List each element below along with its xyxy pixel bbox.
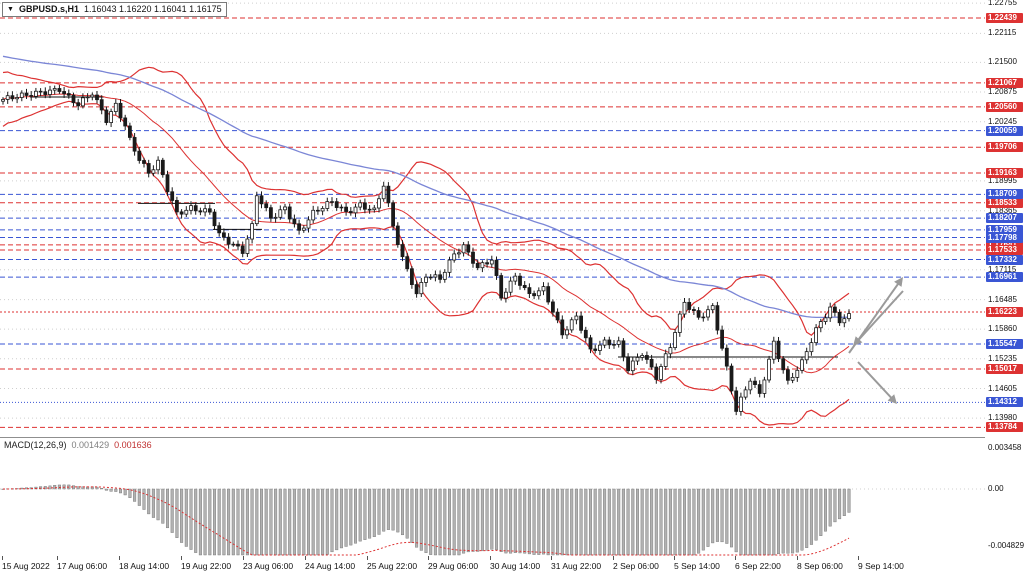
time-label: 18 Aug 14:00 [119, 561, 170, 571]
support-price-badge: 1.17959 [986, 224, 1023, 235]
time-label: 8 Sep 06:00 [797, 561, 843, 571]
time-axis-tick [858, 556, 859, 560]
support-price-badge: 1.18207 [986, 213, 1023, 224]
resistance-price-badge: 1.13784 [986, 422, 1023, 433]
time-axis-tick [551, 556, 552, 560]
time-label: 15 Aug 2022 [2, 561, 50, 571]
price-tick-label: 1.14605 [988, 383, 1017, 393]
time-label: 31 Aug 22:00 [551, 561, 602, 571]
support-price-badge: 1.20059 [986, 125, 1023, 136]
bollinger-bands [2, 66, 850, 426]
resistance-lines[interactable] [0, 17, 985, 428]
time-axis-tick [674, 556, 675, 560]
time-axis-tick [181, 556, 182, 560]
dropdown-arrow-icon[interactable]: ▼ [7, 6, 14, 13]
time-axis[interactable]: 15 Aug 2022 17 Aug 06:00 18 Aug 14:00 19 Au… [0, 556, 985, 574]
price-tick-label: 1.17115 [988, 264, 1017, 274]
resistance-price-badge: 1.17533 [986, 245, 1023, 256]
resistance-price-badge: 1.18533 [986, 197, 1023, 208]
time-label: 29 Aug 06:00 [428, 561, 479, 571]
time-axis-tick [2, 556, 3, 560]
price-tick-label: 1.15860 [988, 324, 1017, 334]
time-axis-tick [119, 556, 120, 560]
time-axis-tick [305, 556, 306, 560]
macd-value-signal: 0.001636 [114, 440, 152, 450]
resistance-price-badge: 1.20560 [986, 101, 1023, 112]
time-label: 6 Sep 22:00 [735, 561, 781, 571]
price-tick-label: 1.22755 [988, 0, 1017, 8]
price-tick-label: 1.22115 [988, 28, 1017, 38]
resistance-price-badge: 1.21067 [986, 77, 1023, 88]
macd-value-main: 0.001429 [71, 440, 110, 450]
macd-tick-label: 0.003458 [988, 442, 1022, 452]
macd-signal-line [3, 486, 850, 556]
resistance-price-badge: 1.15017 [986, 364, 1023, 375]
macd-tick-label: -0.004829 [988, 541, 1024, 551]
time-axis-tick [428, 556, 429, 560]
time-axis-tick [367, 556, 368, 560]
price-chart-canvas[interactable] [0, 0, 985, 437]
support-price-badge: 1.17332 [986, 254, 1023, 265]
forecast-arrows[interactable] [848, 277, 904, 404]
time-axis-tick [490, 556, 491, 560]
support-price-badge: 1.17798 [986, 232, 1023, 243]
support-price-badge: 1.15547 [986, 338, 1023, 349]
price-tick-label: 1.20245 [988, 116, 1017, 126]
resistance-price-badge: 1.19163 [986, 167, 1023, 178]
support-price-badge: 1.16961 [986, 272, 1023, 283]
price-axis[interactable]: 1.22755 1.22115 1.21500 1.20875 1.20245 1.189… [985, 0, 1024, 574]
macd-panel-canvas[interactable] [0, 437, 985, 556]
price-tick-label: 1.15235 [988, 353, 1017, 363]
time-label: 23 Aug 06:00 [243, 561, 294, 571]
time-axis-tick [613, 556, 614, 560]
macd-tick-label: 0.00 [988, 484, 1004, 493]
price-tick-label: 1.21500 [988, 57, 1017, 67]
time-label: 25 Aug 22:00 [367, 561, 418, 571]
time-axis-tick [243, 556, 244, 560]
resistance-price-badge: 1.22439 [986, 13, 1023, 24]
current-price-badge: 1.16223 [986, 306, 1023, 317]
price-tick-label: 1.18365 [988, 205, 1017, 215]
support-price-badge: 1.14312 [986, 397, 1023, 408]
resistance-price-badge: 1.17641 [986, 239, 1023, 250]
time-label: 30 Aug 14:00 [490, 561, 541, 571]
time-label: 2 Sep 06:00 [613, 561, 659, 571]
time-label: 24 Aug 14:00 [305, 561, 356, 571]
candles-layer [1, 84, 851, 416]
symbol-timeframe-label: GBPUSD.s,H1 [18, 4, 79, 14]
macd-indicator-label: MACD(12,26,9) 0.001429 0.001636 [4, 440, 152, 450]
chart-title-box: ▼ GBPUSD.s,H1 1.16043 1.16220 1.16041 1.… [2, 2, 227, 17]
panel-separator-main-macd[interactable] [0, 437, 1024, 438]
resistance-price-badge: 1.19706 [986, 142, 1023, 153]
time-label: 5 Sep 14:00 [674, 561, 720, 571]
time-label: 19 Aug 22:00 [181, 561, 232, 571]
price-tick-label: 1.16485 [988, 294, 1017, 304]
time-axis-tick [797, 556, 798, 560]
support-price-badge: 1.18709 [986, 189, 1023, 200]
price-tick-label: 1.18995 [988, 175, 1017, 185]
grid-lines [0, 2, 985, 419]
slow-ma-line [2, 55, 850, 319]
time-axis-tick [57, 556, 58, 560]
macd-histogram [1, 484, 851, 556]
time-axis-tick [735, 556, 736, 560]
price-tick-label: 1.13980 [988, 413, 1017, 423]
time-label: 17 Aug 06:00 [57, 561, 108, 571]
price-tick-label: 1.20875 [988, 86, 1017, 96]
macd-name: MACD(12,26,9) [4, 440, 67, 450]
time-label: 9 Sep 14:00 [858, 561, 904, 571]
ohlc-values: 1.16043 1.16220 1.16041 1.16175 [83, 4, 222, 14]
